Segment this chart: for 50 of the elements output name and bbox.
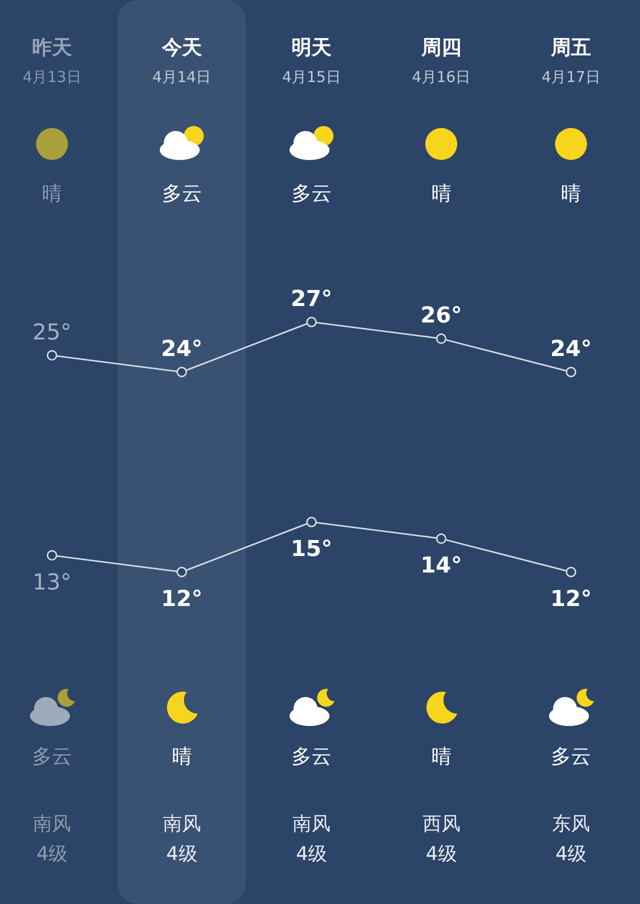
text: 晴 [172, 744, 192, 768]
point [176, 566, 187, 578]
data-label: 25° [32, 320, 72, 346]
point [176, 366, 187, 378]
text: 南风 [292, 813, 330, 835]
text: 多云 [292, 744, 332, 768]
data-label: 24° [160, 337, 203, 362]
text: 多云 [292, 181, 332, 205]
data-label: 15° [290, 537, 332, 562]
text: 南风 [162, 813, 201, 835]
point [306, 516, 317, 528]
x-tick-label: 周四 [420, 35, 462, 59]
text: 多云 [551, 744, 591, 768]
point [46, 550, 58, 561]
data-label: 27° [290, 287, 332, 312]
text: 南风 [33, 813, 71, 835]
text: 4月15日 [282, 68, 341, 86]
data-label: 14° [420, 554, 462, 579]
text: 晴 [431, 744, 452, 768]
data-label: 13° [32, 570, 72, 596]
point [436, 533, 446, 544]
x-tick-label: 今天 [160, 35, 202, 59]
x-tick-label: 周五 [550, 35, 591, 59]
data-label: 12° [550, 587, 592, 612]
text: 晴 [561, 181, 581, 205]
data-label: 24° [550, 337, 592, 362]
point [436, 333, 446, 344]
text: 4月16日 [412, 68, 471, 86]
text: 多云 [32, 744, 72, 768]
point [566, 566, 576, 578]
text: 4月13日 [22, 68, 82, 86]
text: 4月17日 [542, 68, 600, 86]
data-label: 26° [420, 304, 462, 329]
text: 4级 [296, 843, 328, 865]
text: 4级 [166, 843, 198, 865]
x-tick-label: 明天 [292, 35, 332, 59]
text: 晴 [42, 181, 62, 205]
point [566, 366, 576, 378]
text: 西风 [422, 813, 460, 835]
x-tick-label: 昨天 [32, 35, 72, 59]
text: 多云 [162, 181, 202, 205]
point [46, 350, 58, 361]
text: 4级 [555, 843, 587, 865]
text: 4级 [426, 843, 457, 865]
data-label: 12° [160, 587, 203, 612]
text: 4级 [36, 843, 68, 865]
text: 4月14日 [152, 68, 212, 86]
text: 晴 [431, 181, 452, 205]
point [306, 316, 317, 328]
text: 东风 [552, 813, 590, 835]
